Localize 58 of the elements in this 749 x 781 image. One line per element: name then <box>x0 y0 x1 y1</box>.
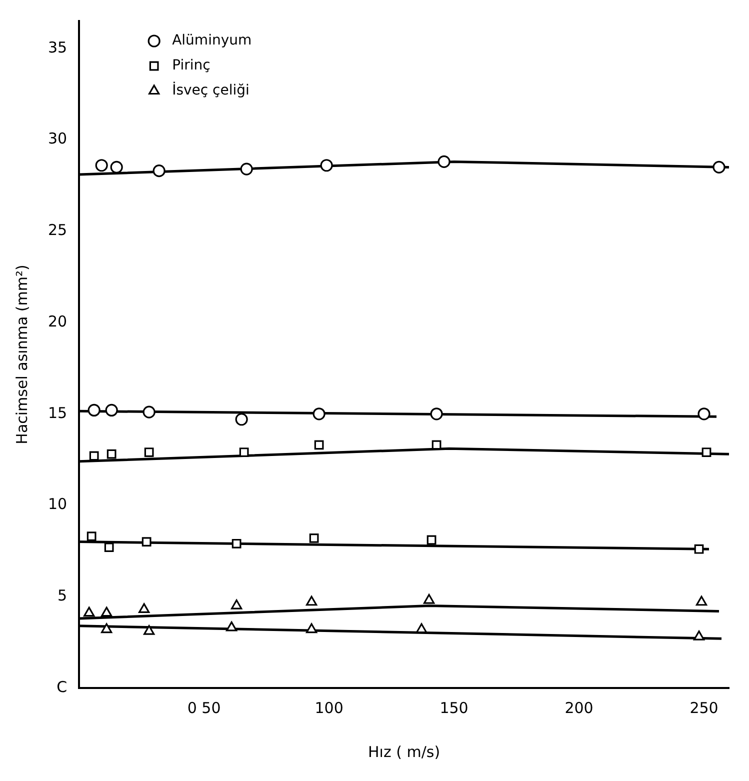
legend-label: Alüminyum <box>172 32 252 49</box>
point <box>693 630 705 640</box>
point <box>314 440 324 450</box>
point <box>105 404 118 417</box>
y-tick-label: C <box>56 678 68 696</box>
x-tick-label: 100 <box>314 698 344 717</box>
x-tick-label: 250 <box>690 698 718 717</box>
point <box>110 160 123 174</box>
x-tick-label: 150 <box>440 698 468 717</box>
point <box>101 606 112 617</box>
point <box>101 623 112 634</box>
point <box>86 532 96 542</box>
point <box>235 413 248 426</box>
point <box>426 535 436 545</box>
point <box>320 159 333 172</box>
point <box>95 159 108 172</box>
y-tick-label: 15 <box>48 404 68 422</box>
y-tick-label: 5 <box>58 586 68 605</box>
x-tick-label: 200 <box>564 698 594 717</box>
point <box>309 533 319 543</box>
point <box>438 155 450 168</box>
y-tick-label: 30 <box>48 130 68 148</box>
point <box>306 623 318 634</box>
x-tick-label: 0 50 <box>187 698 221 717</box>
legend-label: İsveç çeliği <box>172 82 250 99</box>
y-tick-label: 35 <box>48 38 68 56</box>
y-axis-title: Hacimsel asınma (mm²) <box>12 264 31 444</box>
point <box>138 603 150 613</box>
point <box>240 162 253 176</box>
point <box>144 448 154 457</box>
point <box>416 623 428 634</box>
point <box>106 449 116 459</box>
y-tick-label: 20 <box>48 312 68 330</box>
point <box>231 599 242 610</box>
point <box>696 596 708 606</box>
point <box>306 596 318 606</box>
point <box>430 408 443 420</box>
point <box>312 408 326 420</box>
point <box>142 537 152 546</box>
x-axis-title: Hız ( m/s) <box>368 742 440 761</box>
point <box>712 160 726 174</box>
point <box>702 448 712 457</box>
y-tick-label: 10 <box>48 495 68 514</box>
point <box>226 621 238 632</box>
point <box>698 408 710 420</box>
point <box>88 404 100 417</box>
point <box>84 606 95 617</box>
point <box>152 164 166 178</box>
y-tick-label: 25 <box>48 221 68 240</box>
point <box>89 451 99 461</box>
point <box>144 625 155 635</box>
point <box>423 594 435 604</box>
point <box>232 538 242 548</box>
point <box>694 544 704 554</box>
point <box>142 406 156 418</box>
point <box>104 542 114 552</box>
point <box>239 448 249 457</box>
legend-label: Pirinç <box>172 58 210 74</box>
